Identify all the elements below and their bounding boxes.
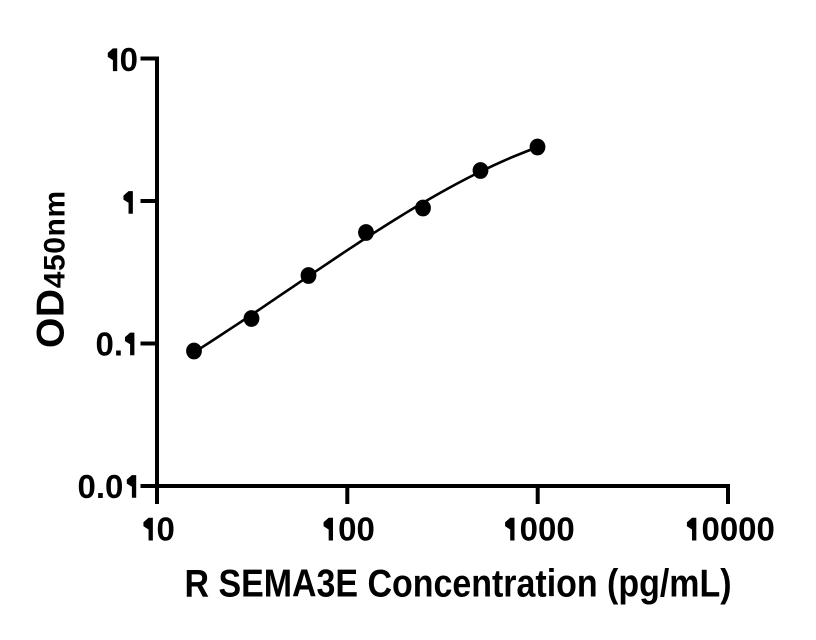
svg-text:R SEMA3E Concentration (pg/mL): R SEMA3E Concentration (pg/mL)	[185, 563, 732, 606]
svg-text:0: 0	[120, 41, 138, 78]
svg-text:OD450nm: OD450nm	[30, 190, 73, 348]
svg-text:0000: 0000	[701, 511, 774, 548]
svg-text:0: 0	[157, 511, 175, 548]
svg-text:000: 000	[520, 511, 575, 548]
svg-text:00: 00	[338, 511, 375, 548]
svg-text:0.0: 0.0	[78, 468, 124, 505]
svg-text:0.: 0.	[96, 325, 124, 362]
